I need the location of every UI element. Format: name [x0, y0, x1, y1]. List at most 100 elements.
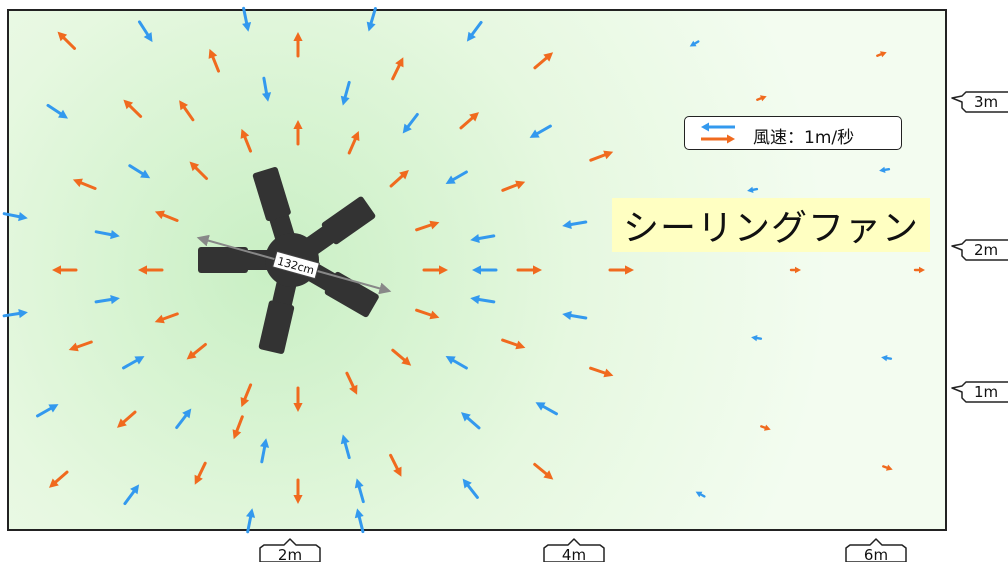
- outflow-arrow: [876, 51, 887, 58]
- diagram-title: シーリングファン: [612, 198, 930, 252]
- y-tick-2m: 2m: [951, 239, 1008, 261]
- inflow-arrow: [122, 356, 145, 370]
- outflow-arrow: [345, 371, 358, 395]
- outflow-arrow: [501, 180, 526, 192]
- outflow-arrow: [882, 464, 893, 471]
- outflow-arrow: [154, 210, 179, 222]
- airflow-arrows: [2, 6, 925, 534]
- inflow-arrow: [2, 212, 28, 222]
- fan-diameter-label-box: [272, 250, 320, 280]
- inflow-arrow: [472, 265, 498, 275]
- outflow-arrow: [68, 340, 93, 352]
- fan-diameter-measure: 132cm: [196, 234, 392, 295]
- inflow-arrow: [881, 355, 893, 362]
- outflow-arrow: [293, 120, 303, 146]
- inflow-arrow: [466, 20, 483, 42]
- outflow-arrow: [293, 32, 303, 58]
- outflow-arrow: [422, 265, 448, 275]
- inflow-arrow: [695, 491, 706, 498]
- y-tick-label: 3m: [974, 93, 998, 111]
- inflow-arrow: [128, 164, 151, 179]
- outflow-arrow: [240, 383, 253, 408]
- outflow-arrow: [52, 265, 78, 275]
- inflow-arrow: [470, 234, 496, 243]
- inflow-arrow: [94, 230, 120, 240]
- outflow-arrow: [533, 52, 554, 70]
- outflow-arrow: [391, 57, 404, 81]
- outflow-arrow: [913, 266, 925, 274]
- inflow-arrow: [445, 356, 468, 370]
- inflow-arrow: [751, 335, 763, 342]
- y-tick-1m: 1m: [951, 381, 1008, 403]
- outflow-arrow: [293, 478, 303, 504]
- inflow-arrow: [260, 438, 270, 464]
- y-tick-3m: 3m: [951, 91, 1008, 113]
- outflow-arrow: [533, 462, 554, 480]
- outflow-arrow: [415, 220, 440, 232]
- outflow-arrow: [293, 386, 303, 412]
- outflow-arrow: [347, 131, 360, 155]
- inflow-arrow: [562, 220, 588, 229]
- inflow-arrow: [562, 311, 588, 320]
- inflow-arrow: [2, 309, 28, 319]
- inflow-arrow: [747, 186, 759, 193]
- outflow-arrow: [415, 308, 440, 320]
- diagram-title-text: シーリングファン: [622, 208, 919, 249]
- x-tick-6m: 6m: [845, 538, 907, 564]
- x-tick-4m: 4m: [543, 538, 605, 564]
- inflow-arrow: [470, 295, 496, 305]
- outflow-arrow: [186, 343, 207, 360]
- inflow-arrow: [46, 103, 68, 119]
- inflow-arrow: [402, 113, 419, 134]
- y-tick-label: 2m: [974, 241, 998, 259]
- inflow-arrow: [36, 404, 59, 418]
- inflow-arrow: [340, 434, 351, 460]
- outflow-arrow: [459, 112, 479, 130]
- outflow-arrow: [389, 453, 402, 477]
- legend-arrows: [701, 122, 735, 144]
- outflow-arrow: [589, 150, 614, 162]
- outflow-arrow: [232, 415, 244, 440]
- legend-inflow-arrow: [701, 122, 735, 132]
- inflow-arrow: [462, 478, 479, 499]
- inflow-arrow: [461, 412, 481, 430]
- inflow-arrow: [354, 478, 365, 504]
- outflow-arrow: [179, 100, 195, 122]
- outflow-arrow: [789, 266, 801, 274]
- outflow-arrow: [240, 128, 252, 153]
- outflow-arrow: [154, 312, 179, 324]
- inflow-arrow: [262, 76, 272, 102]
- outflow-arrow: [189, 161, 208, 180]
- y-tick-label: 1m: [974, 383, 998, 401]
- outflow-arrow: [608, 265, 634, 275]
- outflow-arrow: [117, 410, 137, 428]
- outflow-arrow: [501, 338, 526, 350]
- outflow-arrow: [589, 366, 614, 378]
- inflow-arrow: [175, 408, 192, 429]
- outflow-arrow: [208, 48, 220, 73]
- outflow-arrow: [389, 170, 409, 188]
- scale-ticks: 2m 4m 6m 3m 2m 1m: [259, 91, 1008, 564]
- inflow-arrow: [138, 20, 153, 43]
- inflow-arrow: [529, 124, 552, 138]
- outflow-arrow: [194, 461, 207, 485]
- inflow-arrow: [354, 508, 365, 534]
- x-tick-label: 6m: [864, 546, 888, 562]
- outflow-arrow: [756, 95, 767, 102]
- outflow-arrow: [760, 424, 771, 431]
- outflow-arrow: [391, 348, 412, 366]
- inflow-arrow: [689, 40, 700, 47]
- outflow-arrow: [57, 31, 76, 50]
- legend-outflow-arrow: [701, 134, 735, 144]
- inflow-arrow: [535, 402, 558, 416]
- outflow-arrow: [123, 99, 143, 118]
- inflow-arrow: [123, 484, 140, 506]
- x-tick-label: 4m: [562, 546, 586, 562]
- outflow-arrow: [72, 178, 97, 190]
- outflow-arrow: [138, 265, 164, 275]
- legend: 風速：1m/秒: [684, 116, 902, 150]
- legend-label: 風速：1m/秒: [753, 128, 855, 148]
- x-tick-2m: 2m: [259, 538, 321, 564]
